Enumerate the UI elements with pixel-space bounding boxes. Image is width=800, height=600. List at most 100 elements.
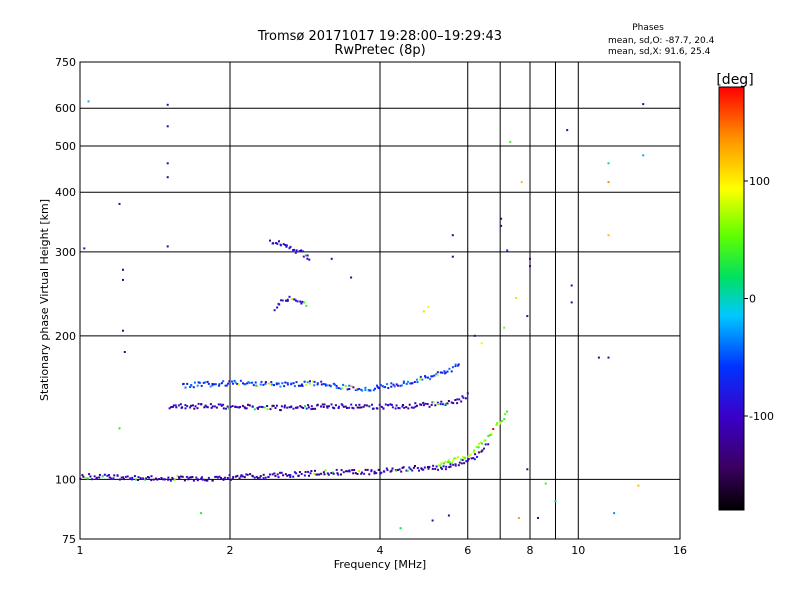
trace-point	[424, 376, 427, 379]
trace-point	[320, 405, 322, 408]
trace-point	[89, 475, 92, 478]
trace-point	[456, 402, 459, 405]
trace-point	[219, 403, 222, 406]
trace-point	[437, 468, 439, 471]
trace-point	[293, 248, 296, 251]
trace-point	[186, 405, 189, 408]
trace-point	[254, 381, 257, 384]
trace-point	[268, 473, 271, 476]
trace-point	[108, 476, 111, 479]
trace-point	[390, 382, 393, 385]
trace-point	[454, 399, 457, 401]
trace-point	[432, 464, 435, 467]
trace-point	[457, 363, 460, 366]
trace-point	[402, 404, 404, 406]
trace-point	[300, 473, 303, 475]
trace-point	[366, 404, 368, 407]
trace-point	[214, 383, 217, 386]
trace-point	[273, 309, 276, 312]
trace-point	[451, 459, 454, 462]
trace-point	[237, 406, 240, 409]
echo-point	[166, 162, 169, 165]
trace-point	[369, 389, 372, 392]
trace-point	[384, 386, 387, 389]
trace-point	[178, 476, 180, 479]
trace-point	[447, 400, 450, 402]
echo-point	[330, 257, 333, 260]
colorbar	[718, 86, 745, 511]
trace-point	[286, 406, 289, 409]
trace-point	[305, 304, 308, 307]
trace-point	[420, 403, 423, 406]
trace-point	[234, 405, 237, 408]
trace-point	[380, 405, 383, 408]
trace-point	[439, 403, 442, 406]
trace-lower-trace	[79, 443, 490, 482]
trace-point	[150, 479, 153, 482]
trace-point	[387, 387, 390, 389]
trace-point	[300, 406, 303, 409]
trace-point	[279, 385, 282, 388]
trace-point	[382, 386, 385, 389]
trace-point	[172, 404, 175, 407]
trace-point	[472, 451, 475, 454]
trace-point	[329, 385, 332, 388]
trace-point	[184, 386, 187, 389]
trace-point	[155, 477, 157, 480]
trace-point	[439, 371, 442, 374]
trace-point	[220, 404, 223, 407]
trace-point	[277, 476, 280, 479]
trace-point	[340, 403, 343, 406]
trace-point	[124, 475, 127, 478]
x-tick-label: 4	[377, 544, 384, 557]
trace-point	[406, 469, 409, 472]
trace-point	[253, 408, 256, 411]
trace-point	[211, 405, 214, 408]
trace-point	[192, 386, 195, 389]
trace-point	[451, 366, 454, 369]
trace-point	[211, 384, 214, 387]
trace-point	[273, 472, 276, 475]
trace-point	[227, 407, 230, 410]
trace-point	[274, 407, 277, 409]
trace-point	[412, 466, 415, 469]
echo-point	[613, 512, 616, 515]
trace-point	[332, 382, 335, 385]
trace-point	[499, 421, 502, 423]
trace-point	[467, 458, 470, 461]
trace-point	[316, 403, 319, 406]
echo-point	[517, 517, 520, 519]
colorbar-tick-label: -100	[749, 410, 774, 423]
trace-point	[422, 401, 425, 404]
trace-point	[431, 401, 434, 404]
trace-point	[286, 383, 289, 386]
trace-point	[484, 439, 487, 442]
trace-point	[251, 405, 254, 408]
y-tick-label: 400	[55, 186, 76, 199]
trace-point	[301, 250, 304, 253]
trace-point	[259, 383, 262, 386]
echo-point	[566, 129, 569, 132]
trace-point	[280, 299, 283, 302]
trace-point	[139, 477, 142, 480]
trace-point	[220, 477, 222, 479]
trace-point	[435, 465, 438, 468]
trace-point	[476, 455, 478, 458]
trace-point	[481, 449, 484, 452]
trace-point	[198, 381, 201, 384]
trace-point	[318, 473, 321, 476]
trace-point	[206, 479, 209, 482]
trace-point	[201, 478, 204, 481]
trace-point	[270, 381, 273, 383]
trace-point	[142, 477, 145, 480]
trace-point	[424, 375, 426, 378]
trace-middle-band	[182, 363, 460, 392]
colorbar-label: [deg]	[716, 72, 753, 88]
trace-point	[446, 402, 449, 405]
trace-point	[373, 472, 376, 475]
trace-point	[313, 384, 316, 387]
trace-point	[107, 474, 110, 476]
trace-point	[145, 477, 148, 480]
trace-point	[192, 479, 195, 482]
trace-point	[257, 407, 259, 410]
